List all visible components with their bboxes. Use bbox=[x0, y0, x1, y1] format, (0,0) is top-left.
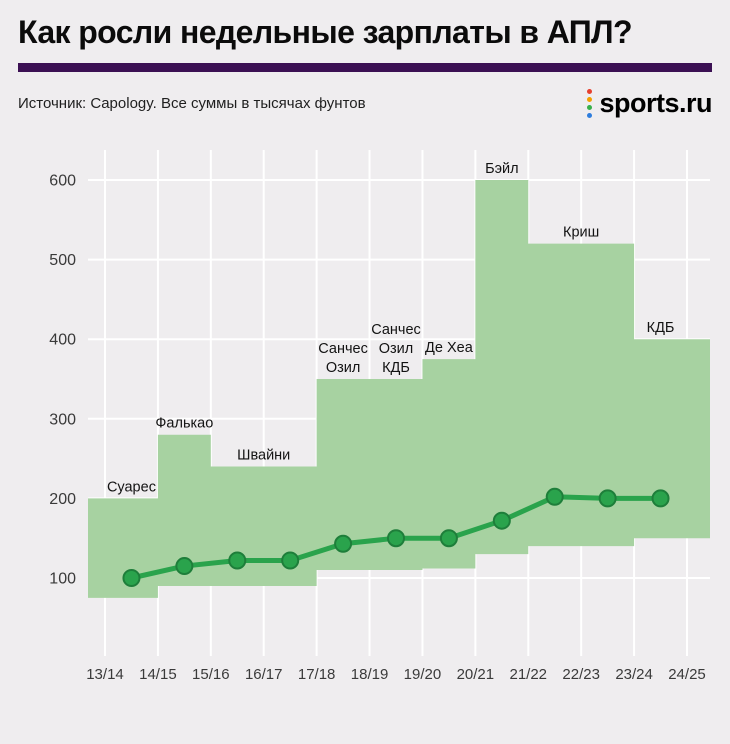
data-point bbox=[439, 528, 458, 547]
x-tick-label: 17/18 bbox=[298, 666, 336, 683]
player-label: Озил bbox=[379, 341, 414, 357]
logo-dot bbox=[587, 113, 593, 119]
y-tick-label: 400 bbox=[49, 331, 76, 348]
logo-dot bbox=[587, 97, 593, 103]
logo-dots-icon bbox=[587, 89, 593, 119]
x-tick-label: 16/17 bbox=[245, 666, 283, 683]
data-point bbox=[228, 551, 247, 570]
header: Как росли недельные зарплаты в АПЛ? Исто… bbox=[0, 14, 730, 122]
y-tick-label: 100 bbox=[49, 570, 76, 587]
data-point bbox=[334, 534, 353, 553]
player-label: Санчес bbox=[318, 341, 368, 357]
logo-text: sports.ru bbox=[599, 88, 712, 119]
data-point bbox=[651, 489, 670, 508]
data-point bbox=[281, 551, 300, 570]
y-tick-label: 200 bbox=[49, 491, 76, 508]
logo-dot bbox=[587, 89, 593, 95]
x-tick-label: 24/25 bbox=[668, 666, 706, 683]
x-tick-label: 14/15 bbox=[139, 666, 177, 683]
x-tick-label: 19/20 bbox=[404, 666, 442, 683]
player-label: Суарес bbox=[107, 479, 156, 495]
sportsru-logo: sports.ru bbox=[587, 88, 712, 119]
player-label: Фалькао bbox=[155, 416, 213, 432]
data-point bbox=[175, 556, 194, 575]
y-tick-label: 500 bbox=[49, 252, 76, 269]
x-tick-label: 22/23 bbox=[562, 666, 600, 683]
x-tick-label: 21/22 bbox=[509, 666, 547, 683]
infographic-page: { "header": { "title": "Как росли недель… bbox=[0, 14, 730, 744]
data-point bbox=[122, 568, 141, 587]
x-tick-label: 18/19 bbox=[351, 666, 389, 683]
source-note: Источник: Capology. Все суммы в тысячах … bbox=[18, 95, 366, 113]
x-tick-label: 15/16 bbox=[192, 666, 230, 683]
data-point bbox=[598, 489, 617, 508]
player-label: Озил bbox=[326, 360, 361, 376]
x-tick-label: 13/14 bbox=[86, 666, 124, 683]
salary-chart: Суарес Фалькао Швайни Санчес Озил Санчес Озил К… bbox=[49, 149, 710, 683]
player-label: КДБ bbox=[647, 320, 675, 336]
data-point bbox=[545, 487, 564, 506]
subheader-row: Источник: Capology. Все суммы в тысячах … bbox=[18, 86, 712, 122]
logo-dot bbox=[587, 105, 593, 111]
player-label: Де Хеа bbox=[425, 340, 474, 356]
data-point bbox=[387, 528, 405, 547]
y-tick-label: 600 bbox=[49, 172, 76, 189]
player-label: Криш bbox=[563, 224, 599, 240]
player-label: Бэйл bbox=[485, 161, 518, 177]
title-underline bbox=[18, 62, 712, 72]
x-tick-label: 23/24 bbox=[615, 666, 653, 683]
y-tick-label: 300 bbox=[49, 411, 76, 428]
page-title: Как росли недельные зарплаты в АПЛ? bbox=[18, 14, 633, 50]
player-label: КДБ bbox=[382, 360, 410, 376]
data-point bbox=[492, 511, 511, 530]
player-label: Санчес bbox=[371, 322, 421, 338]
player-label: Швайни bbox=[237, 447, 290, 463]
x-tick-label: 20/21 bbox=[457, 666, 495, 683]
